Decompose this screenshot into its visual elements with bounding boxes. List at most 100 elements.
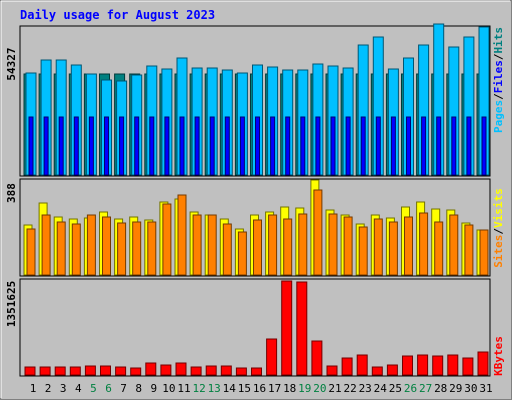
bar-kbytes-day-19 bbox=[296, 281, 308, 376]
bar-kbytes-day-18 bbox=[281, 280, 293, 376]
kbytes-axis-max-label: 1351625 bbox=[5, 281, 18, 327]
bar-files-day-20 bbox=[315, 116, 321, 176]
x-label-day-14: 14 bbox=[223, 382, 237, 395]
x-label-day-7: 7 bbox=[120, 382, 127, 395]
bar-kbytes-day-14 bbox=[220, 365, 232, 376]
legend-visits-sites: Sites/Visits bbox=[492, 188, 505, 268]
bar-sites-day-22 bbox=[343, 216, 353, 276]
visits-axis-max-label: 388 bbox=[5, 183, 18, 203]
bar-files-day-6 bbox=[104, 116, 109, 176]
x-label-day-10: 10 bbox=[162, 382, 175, 395]
bar-files-day-24 bbox=[375, 116, 381, 176]
bar-kbytes-day-4 bbox=[69, 366, 81, 376]
legend-hits-text: Pages/Files/Hits bbox=[492, 27, 505, 133]
bar-kbytes-day-22 bbox=[341, 357, 353, 376]
bar-kbytes-day-25 bbox=[386, 364, 398, 376]
x-label-day-27: 27 bbox=[419, 382, 432, 395]
bar-files-day-4 bbox=[73, 116, 79, 176]
bar-sites-day-4 bbox=[71, 223, 81, 276]
bar-files-day-16 bbox=[255, 116, 260, 176]
bar-files-day-2 bbox=[43, 116, 49, 176]
bar-files-day-14 bbox=[224, 116, 230, 176]
bar-sites-day-31 bbox=[479, 229, 489, 276]
x-label-day-26: 26 bbox=[404, 382, 417, 395]
bar-files-day-7 bbox=[119, 116, 125, 176]
x-label-day-30: 30 bbox=[464, 382, 477, 395]
chart-title: Daily usage for August 2023 bbox=[20, 8, 215, 22]
x-label-day-15: 15 bbox=[238, 382, 251, 395]
bar-kbytes-day-1 bbox=[24, 366, 36, 376]
legend-visits: Visits bbox=[492, 188, 505, 228]
legend-separator: / bbox=[492, 53, 505, 60]
bar-kbytes-day-27 bbox=[417, 354, 429, 376]
bar-sites-day-18 bbox=[283, 218, 293, 276]
bar-kbytes-day-29 bbox=[447, 354, 459, 376]
bar-sites-day-20 bbox=[313, 189, 323, 276]
bar-sites-day-7 bbox=[117, 222, 127, 276]
bar-kbytes-day-11 bbox=[175, 362, 187, 376]
legend-sites: Sites bbox=[492, 235, 505, 268]
x-label-day-4: 4 bbox=[75, 382, 82, 395]
bar-sites-day-8 bbox=[132, 221, 142, 276]
bar-files-day-12 bbox=[194, 116, 200, 176]
x-label-day-23: 23 bbox=[359, 382, 372, 395]
bar-sites-day-27 bbox=[419, 212, 429, 276]
bar-files-day-26 bbox=[406, 116, 411, 176]
x-label-day-11: 11 bbox=[177, 382, 190, 395]
x-label-day-18: 18 bbox=[283, 382, 296, 395]
bar-sites-day-17 bbox=[268, 214, 278, 276]
bar-sites-day-3 bbox=[56, 221, 66, 276]
bar-kbytes-day-16 bbox=[251, 367, 262, 376]
bar-sites-day-26 bbox=[404, 216, 413, 276]
x-label-day-1: 1 bbox=[30, 382, 37, 395]
x-label-day-28: 28 bbox=[434, 382, 447, 395]
bar-kbytes-day-21 bbox=[326, 365, 338, 376]
x-label-day-22: 22 bbox=[343, 382, 356, 395]
x-axis-day-labels: 1 2 3 4 5 6 7 8 9 10 11 12 13 14 15 16 17 18 19 20 21 22 23 24 2… bbox=[30, 382, 493, 395]
bar-files-day-29 bbox=[451, 116, 457, 176]
bar-sites-day-15 bbox=[237, 231, 247, 276]
panel-visits-sites bbox=[23, 179, 489, 276]
bar-kbytes-day-23 bbox=[356, 354, 368, 376]
bar-kbytes-day-2 bbox=[39, 366, 51, 376]
bar-kbytes-day-26 bbox=[402, 355, 413, 376]
bar-sites-day-25 bbox=[388, 221, 398, 276]
x-label-day-16: 16 bbox=[253, 382, 266, 395]
x-label-day-3: 3 bbox=[60, 382, 67, 395]
bar-sites-day-11 bbox=[177, 194, 187, 276]
x-label-day-21: 21 bbox=[328, 382, 341, 395]
bar-files-day-11 bbox=[179, 116, 185, 176]
bar-files-day-15 bbox=[239, 116, 245, 176]
bar-kbytes-day-30 bbox=[462, 357, 474, 376]
x-label-day-8: 8 bbox=[135, 382, 142, 395]
bar-sites-day-13 bbox=[207, 214, 217, 276]
x-label-day-5: 5 bbox=[90, 382, 97, 395]
bar-sites-day-30 bbox=[464, 224, 474, 276]
bar-files-day-9 bbox=[149, 116, 155, 176]
x-label-day-25: 25 bbox=[389, 382, 402, 395]
bar-kbytes-day-5 bbox=[84, 365, 96, 376]
bar-files-day-5 bbox=[88, 116, 94, 176]
bar-files-day-8 bbox=[134, 116, 140, 176]
legend-kbytes: KBytes bbox=[492, 336, 505, 376]
bar-sites-day-21 bbox=[328, 213, 338, 276]
bar-files-day-19 bbox=[300, 116, 306, 176]
x-label-day-29: 29 bbox=[449, 382, 462, 395]
bar-sites-day-6 bbox=[102, 216, 111, 276]
bar-sites-day-5 bbox=[86, 214, 96, 276]
legend-hits: Hits bbox=[492, 27, 505, 54]
x-label-day-2: 2 bbox=[45, 382, 52, 395]
bar-sites-day-12 bbox=[192, 214, 202, 276]
x-label-day-12: 12 bbox=[192, 382, 205, 395]
legend-kbytes: KBytes bbox=[492, 336, 505, 376]
bar-sites-day-9 bbox=[147, 221, 157, 276]
legend-files: Files bbox=[492, 60, 505, 93]
bar-kbytes-day-12 bbox=[190, 366, 202, 376]
x-label-day-31: 31 bbox=[479, 382, 492, 395]
legend-kbytes-text: KBytes bbox=[492, 336, 505, 376]
bar-kbytes-day-24 bbox=[371, 366, 383, 376]
bar-kbytes-day-17 bbox=[266, 338, 278, 376]
bar-files-day-30 bbox=[466, 116, 472, 176]
bar-files-day-28 bbox=[436, 116, 442, 176]
